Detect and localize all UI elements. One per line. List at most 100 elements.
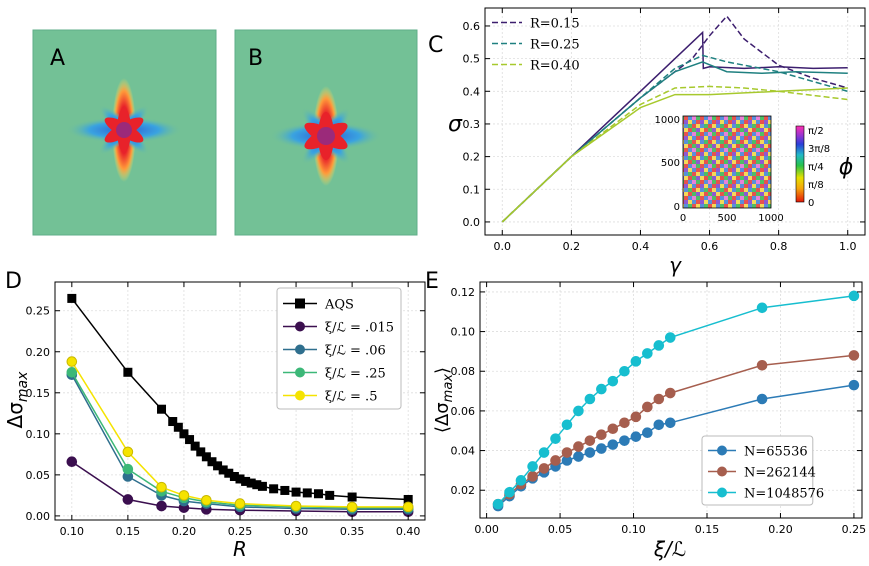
E-series-0-point-7 [573,451,584,462]
panel-d-ticks: 0.10 0.15 0.20 0.25 0.30 0.35 0.40 0.00 0.05 0.10… [26,282,425,538]
E-legend-label-1: N=262144 [744,466,816,481]
C-series-line-5 [501,85,848,223]
D-series-4-point-5 [234,498,246,509]
colorbar-tick-3pi8: 3π/8 [808,144,830,155]
D-series-0-point-21 [280,485,290,495]
E-xtick-label-1: 0.05 [548,523,573,536]
E-series-1-point-10 [607,423,619,435]
E-series-2-point-0 [492,498,504,510]
D-legend-marker-2 [295,344,305,355]
panel-label-d: D [5,269,22,294]
E-series-0-point-13 [642,427,653,439]
colorbar-tick-pi4: π/4 [808,162,824,173]
E-ytick-label-1: 0.04 [451,445,476,458]
D-ytick-label-3: 0.15 [26,387,51,400]
D-legend-label-1: ξ/ℒ = .015 [325,321,394,336]
panel-c-legend: R=0.15 R=0.25 R=0.40 [492,17,580,74]
panel-label-e: E [425,269,439,294]
C-legend-label-2: R=0.40 [530,59,580,74]
E-series-2-point-16 [756,302,768,314]
E-series-1-point-13 [642,401,653,413]
D-xtick-label-4: 0.30 [284,525,309,538]
C-xtick-label-4: 0.8 [770,240,788,253]
panel-c-inset: 1000 500 0 0 500 1000 π/2 3π/8 π/4 π/8 0… [655,115,854,224]
panel-e-ylabel: ⟨Δσmax⟩ [432,367,456,433]
C-xtick-label-1: 0.2 [563,240,581,253]
inset-frame [682,115,772,209]
E-series-1-point-16 [756,359,768,371]
C-ytick-label-3: 0.3 [463,118,481,131]
inset-xtick-500: 500 [717,213,736,224]
D-series-0-point-15 [235,474,245,484]
D-series-0-point-23 [302,488,312,498]
D-series-0-point-7 [190,441,200,451]
D-series-0-point-2 [157,404,167,414]
E-series-1-point-6 [561,447,573,458]
D-series-4-point-3 [178,490,190,501]
D-xtick-label-5: 0.35 [340,525,365,538]
D-series-0-point-6 [185,435,195,445]
D-legend-label-0: AQS [324,298,354,313]
E-xtick-label-5: 0.25 [842,523,867,536]
E-xtick-label-4: 0.20 [768,523,793,536]
D-series-0-point-14 [229,472,239,482]
E-series-0-point-8 [584,447,596,458]
inset-noise-map [683,116,771,208]
panel-d-marks [55,282,425,520]
panel-a-field [32,29,217,236]
C-ytick-label-0: 0.0 [463,216,481,229]
panel-e-frame [479,281,863,519]
D-legend-frame [276,287,402,410]
panel-b-field [234,29,418,236]
E-series-0-point-12 [630,431,642,442]
E-series-2-point-9 [596,383,607,395]
C-legend-label-1: R=0.25 [530,38,580,53]
D-xtick-label-0: 0.10 [60,525,85,538]
E-legend-label-2: N=1048576 [744,487,824,502]
D-series-0-point-11 [213,461,223,471]
E-series-0-point-9 [596,443,607,454]
D-series-4-point-4 [201,495,212,506]
E-series-2-point-6 [561,419,573,431]
D-series-0-point-25 [325,490,335,500]
D-xtick-label-3: 0.25 [228,525,253,538]
colorbar-tick-pi8: π/8 [808,180,824,191]
colorbar-tick-pi2: π/2 [808,126,824,137]
D-ytick-label-2: 0.10 [26,428,51,441]
D-xtick-label-6: 0.40 [396,525,421,538]
D-series-0-point-18 [252,480,262,490]
D-series-0-point-20 [269,484,279,494]
panel-c: 0.0 0.2 0.4 0.6 0.8 1.00.00.10.20.30.40.50.6 … [448,7,866,277]
colorbar-label: ϕ [839,155,854,180]
D-series-0-point-5 [179,429,189,439]
panel-e-xlabel: ξ/ℒ [653,537,686,561]
D-series-0-point-19 [257,481,267,491]
panel-e-legend: N=65536 N=262144 N=1048576 [701,435,824,506]
E-series-1-point-17 [848,350,860,361]
panel-e-ticks: 0.00 0.05 0.10 0.15 0.20 0.25 0.02 0.04 0.06 0.08… [451,282,867,536]
E-series-1-point-12 [630,411,642,423]
C-ytick-label-6: 0.6 [463,20,481,33]
E-series-1-point-3 [527,471,538,482]
E-series-0-point-16 [756,393,768,405]
D-series-1-point-0 [66,456,78,468]
D-series-4-point-6 [290,500,302,512]
inset-xtick-0: 0 [680,213,686,224]
E-ytick-label-4: 0.10 [451,326,476,339]
E-series-2-point-2 [515,475,527,486]
D-legend-marker-0 [295,298,305,309]
E-legend-marker-0 [717,445,727,456]
E-series-1-point-15 [664,387,676,399]
E-series-0-point-17 [848,379,860,391]
D-legend-label-4: ξ/ℒ = .5 [325,390,377,405]
D-series-4-point-1 [122,446,134,458]
D-series-0-point-0 [67,293,77,303]
C-xtick-label-3: 0.6 [701,240,719,253]
panel-e-marks [480,282,862,518]
D-series-0-point-22 [291,487,301,497]
C-ytick-label-4: 0.4 [463,85,481,98]
E-series-2-point-8 [584,393,596,405]
E-legend-frame [701,435,814,506]
field-b-pattern [270,86,382,186]
